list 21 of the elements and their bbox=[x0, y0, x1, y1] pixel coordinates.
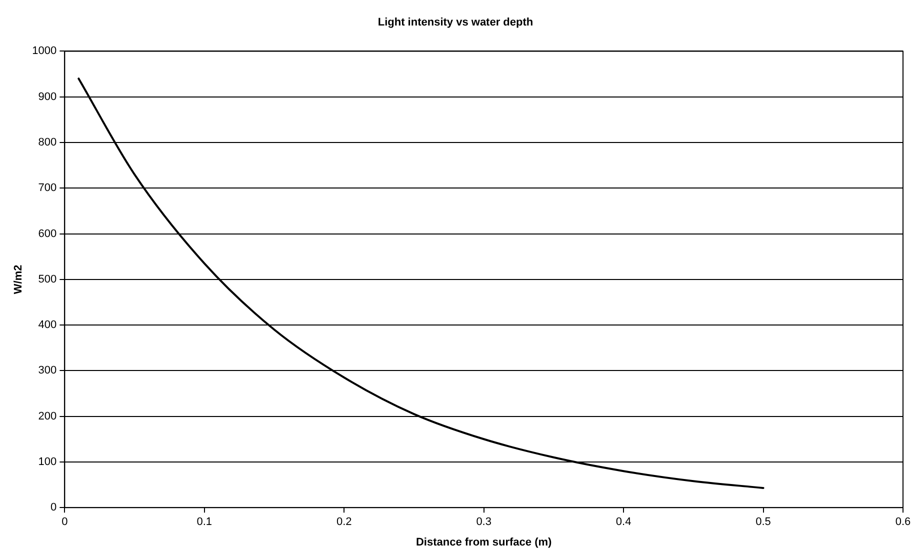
y-axis-title: W/m2 bbox=[12, 264, 25, 294]
y-tick-label: 500 bbox=[38, 273, 57, 286]
y-tick-label: 1000 bbox=[32, 45, 57, 58]
y-tick-label: 900 bbox=[38, 90, 57, 103]
y-tick-label: 700 bbox=[38, 182, 57, 194]
y-tick-label: 400 bbox=[38, 319, 57, 332]
x-tick-label: 0.4 bbox=[616, 516, 632, 528]
x-tick-label: 0.2 bbox=[336, 516, 352, 528]
chart-title: Light intensity vs water depth bbox=[378, 16, 534, 29]
x-tick-label: 0.6 bbox=[895, 516, 911, 528]
x-tick-label: 0.3 bbox=[476, 516, 492, 528]
y-tick-label: 600 bbox=[38, 228, 57, 240]
y-tick-label: 200 bbox=[38, 410, 57, 422]
y-tick-label: 800 bbox=[38, 136, 57, 149]
y-tick-label: 300 bbox=[38, 364, 57, 377]
x-tick-label: 0.1 bbox=[196, 516, 212, 528]
y-tick-label: 100 bbox=[38, 456, 57, 468]
y-tick-label: 0 bbox=[50, 502, 57, 514]
x-axis-title: Distance from surface (m) bbox=[416, 536, 552, 548]
x-tick-label: 0.5 bbox=[756, 516, 771, 528]
x-tick-label: 0 bbox=[62, 516, 68, 528]
